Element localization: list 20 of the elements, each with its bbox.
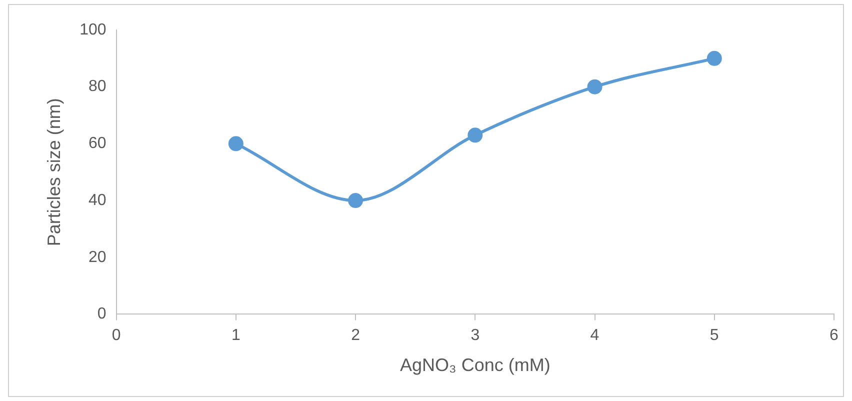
x-axis-title: AgNO₃ Conc (mM) [400, 355, 550, 376]
y-tick-label: 60 [88, 135, 106, 152]
x-tick-label: 4 [590, 327, 600, 344]
x-tick-label: 2 [351, 327, 360, 344]
point [587, 79, 602, 94]
y-tick-label: 100 [80, 21, 106, 38]
y-tick-label: 40 [88, 192, 106, 209]
y-axis-title: Particles size (nm) [44, 98, 64, 246]
y-tick-label: 0 [97, 306, 106, 323]
point [706, 50, 722, 66]
point [468, 128, 483, 143]
point [228, 136, 244, 152]
point [348, 193, 364, 208]
x-tick-label: 0 [112, 327, 121, 344]
x-tick-label: 3 [470, 327, 480, 344]
y-tick-label: 20 [88, 248, 106, 266]
y-tick-label: 80 [88, 78, 106, 96]
x-tick-label: 1 [231, 327, 240, 344]
x-tick-label: 6 [830, 327, 839, 344]
x-tick-label: 5 [710, 327, 719, 344]
